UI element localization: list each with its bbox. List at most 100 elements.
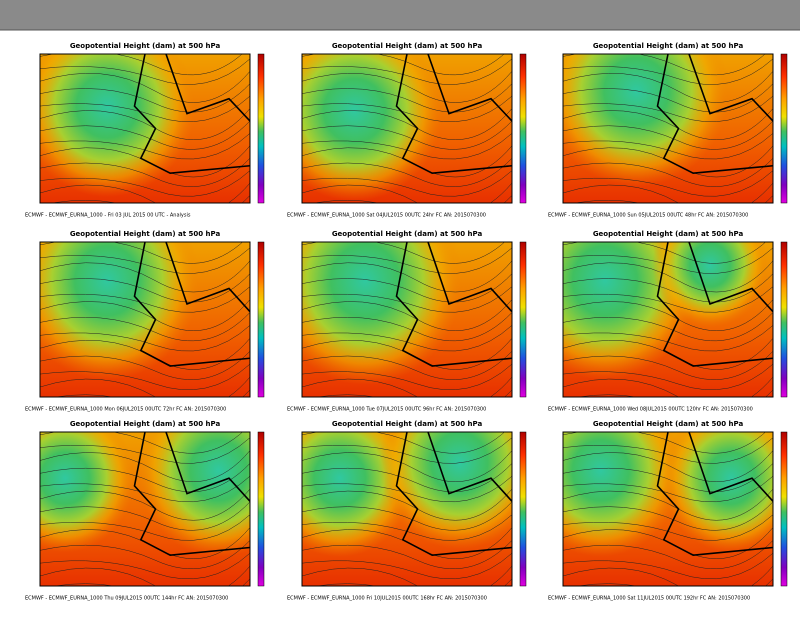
- contour: [313, 195, 512, 203]
- contour: [40, 157, 250, 187]
- color-bar: [257, 431, 265, 587]
- map-title: Geopotential Height (dam) at 500 hPa: [593, 230, 744, 238]
- contour: [40, 325, 250, 352]
- map: [40, 432, 250, 586]
- map-frame: [562, 241, 774, 398]
- contour: [563, 157, 773, 187]
- map: [40, 242, 250, 397]
- contour: [563, 247, 773, 274]
- contour: [302, 312, 512, 342]
- contour: [315, 578, 512, 586]
- contour: [302, 54, 505, 76]
- coastline: [656, 432, 773, 557]
- map-frame: [39, 241, 251, 398]
- contour: [563, 312, 773, 342]
- coastline: [133, 54, 250, 175]
- contour: [563, 350, 773, 380]
- contour: [302, 363, 512, 391]
- contour: [563, 514, 773, 541]
- contour: [302, 83, 512, 113]
- map: [563, 54, 773, 203]
- contour: [302, 286, 512, 313]
- contour: [40, 432, 243, 454]
- contour: [563, 58, 773, 85]
- contour: [302, 157, 512, 187]
- color-bar: [257, 241, 265, 398]
- color-bar: [780, 53, 788, 204]
- contour: [40, 54, 243, 76]
- contour: [40, 83, 250, 113]
- contour: [302, 95, 512, 123]
- low-pressure-area: [652, 242, 768, 328]
- color-bar: [780, 241, 788, 398]
- contour: [563, 242, 767, 264]
- contour: [40, 71, 250, 103]
- contour: [40, 170, 250, 197]
- map-footer: ECMWF - ECMWF_EURNA_1000 Sat 11JUL2015 0…: [548, 596, 750, 602]
- contour: [563, 437, 773, 464]
- contour: [302, 552, 512, 580]
- contour: [302, 325, 512, 352]
- map-footer: ECMWF - ECMWF_EURNA_1000 Fri 10JUL2015 0…: [287, 596, 487, 602]
- contour: [563, 432, 766, 454]
- map: [563, 242, 773, 397]
- map-frame: [301, 431, 513, 587]
- contour: [40, 514, 250, 541]
- map-title: Geopotential Height (dam) at 500 hPa: [332, 42, 483, 50]
- map-title: Geopotential Height (dam) at 500 hPa: [332, 420, 483, 428]
- color-bar: [519, 241, 527, 398]
- color-bar: [519, 431, 527, 587]
- contour: [574, 195, 773, 203]
- contour: [40, 273, 250, 303]
- contour: [563, 71, 773, 103]
- contour: [40, 437, 250, 464]
- map-frame: [301, 241, 513, 398]
- coastline: [656, 54, 773, 175]
- low-pressure-area: [40, 54, 195, 197]
- map-footer: ECMWF - ECMWF_EURNA_1000 Tue 07JUL2015 0…: [287, 407, 486, 413]
- coastline: [656, 242, 773, 367]
- contour: [40, 260, 250, 293]
- contour: [40, 552, 250, 580]
- map: [563, 432, 773, 586]
- map-title: Geopotential Height (dam) at 500 hPa: [332, 230, 483, 238]
- map-footer: ECMWF - ECMWF_EURNA_1000 Wed 08JUL2015 0…: [548, 407, 753, 413]
- map-footer: ECMWF - ECMWF_EURNA_1000 Thu 09JUL2015 0…: [25, 596, 228, 602]
- contour: [302, 247, 512, 274]
- contour: [563, 540, 773, 570]
- contour: [51, 195, 250, 203]
- coastline: [133, 242, 250, 367]
- contour: [40, 501, 250, 531]
- contour: [563, 286, 773, 313]
- map-frame: [39, 53, 251, 204]
- contour: [302, 514, 512, 541]
- contour: [40, 133, 250, 160]
- contour: [576, 578, 773, 586]
- color-bar: [780, 431, 788, 587]
- contour: [302, 475, 512, 503]
- contour: [563, 450, 773, 482]
- contour: [563, 260, 773, 293]
- map: [302, 242, 512, 397]
- map-frame: [39, 431, 251, 587]
- contour: [40, 286, 250, 313]
- color-bar: [257, 53, 265, 204]
- contour: [563, 325, 773, 352]
- contour: [302, 463, 512, 493]
- contour: [302, 450, 512, 482]
- map: [302, 54, 512, 203]
- contour: [54, 389, 250, 397]
- coastline: [395, 242, 512, 367]
- contour: [40, 120, 250, 150]
- map-title: Geopotential Height (dam) at 500 hPa: [70, 420, 221, 428]
- map-frame: [562, 53, 774, 204]
- contour: [40, 350, 250, 380]
- contour: [40, 95, 250, 123]
- header-bar: [0, 0, 800, 30]
- map: [40, 54, 250, 203]
- contour: [563, 501, 773, 531]
- map-frame: [301, 53, 513, 204]
- contour: [302, 133, 512, 160]
- low-pressure-area: [40, 432, 135, 553]
- contour: [577, 389, 773, 397]
